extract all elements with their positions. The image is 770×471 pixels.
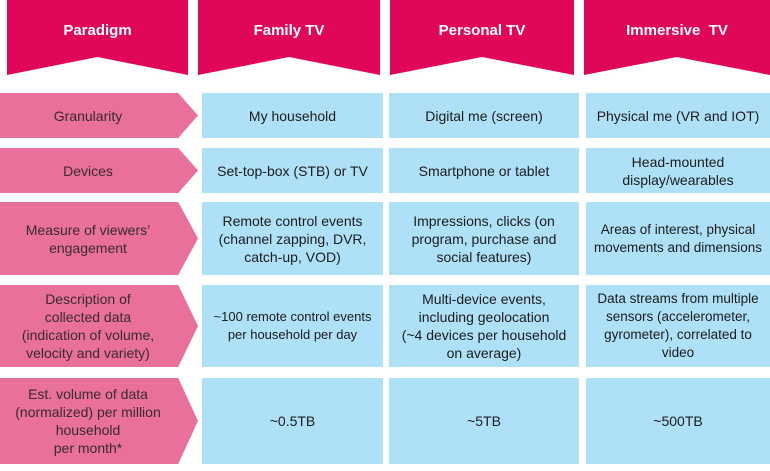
header-immersive-tv-label: Immersive TV: [626, 22, 728, 39]
cell-devices-personal: Smartphone or tablet: [389, 148, 579, 193]
row-label-volume: Est. volume of data (normalized) per mil…: [0, 378, 198, 464]
row-label-devices: Devices: [0, 148, 198, 193]
cell-granularity-immersive: Physical me (VR and IOT): [586, 93, 770, 138]
header-family-tv: Family TV: [198, 0, 380, 75]
cell-volume-personal: ~5TB: [389, 378, 579, 464]
header-family-tv-label: Family TV: [253, 22, 325, 39]
cell-volume-immersive: ~500TB: [586, 378, 770, 464]
cell-granularity-personal: Digital me (screen): [389, 93, 579, 138]
cell-engagement-personal: Impressions, clicks (on program, purchas…: [389, 202, 579, 275]
cell-volume-family: ~0.5TB: [202, 378, 383, 464]
row-label-granularity: Granularity: [0, 93, 198, 138]
cell-collected-data-immersive: Data streams from multiple sensors (acce…: [586, 285, 770, 367]
cell-collected-data-personal: Multi-device events, including geolocati…: [389, 285, 579, 367]
header-personal-tv: Personal TV: [390, 0, 574, 75]
header-paradigm-label: Paradigm: [63, 22, 132, 39]
cell-engagement-family: Remote control events (channel zapping, …: [202, 202, 383, 275]
header-immersive-tv: Immersive TV: [584, 0, 770, 75]
row-label-engagement: Measure of viewers’ engagement: [0, 202, 198, 275]
cell-granularity-family: My household: [202, 93, 383, 138]
cell-engagement-immersive: Areas of interest, physical movements an…: [586, 202, 770, 275]
row-label-collected-data: Description of collected data (indicatio…: [0, 285, 198, 367]
cell-collected-data-family: ~100 remote control events per household…: [202, 285, 383, 367]
cell-devices-immersive: Head-mounted display/wearables: [586, 148, 770, 193]
cell-devices-family: Set-top-box (STB) or TV: [202, 148, 383, 193]
header-personal-tv-label: Personal TV: [438, 22, 526, 39]
header-paradigm: Paradigm: [7, 0, 188, 75]
